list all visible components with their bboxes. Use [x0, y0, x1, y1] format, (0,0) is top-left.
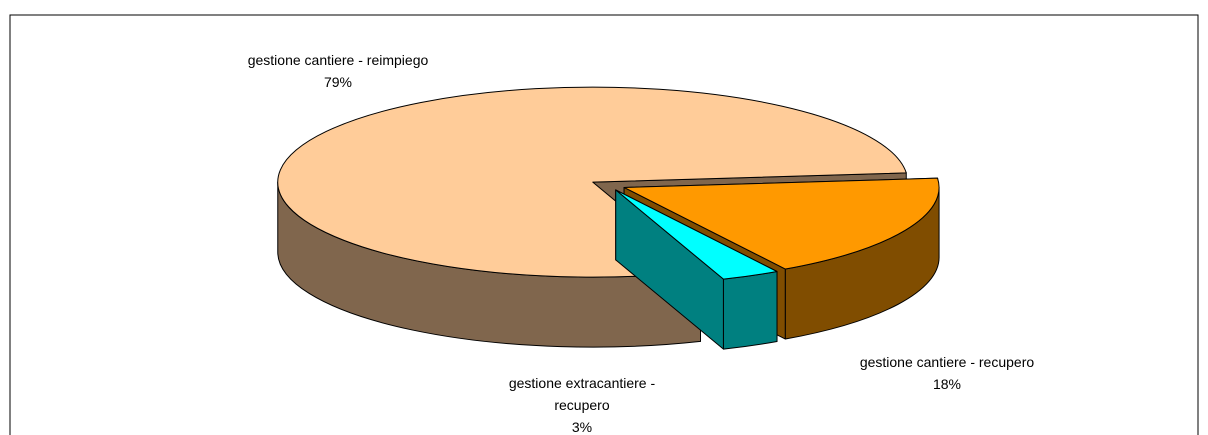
slice-top [623, 177, 940, 270]
slice-label: gestione cantiere - recupero 18% [797, 351, 1097, 395]
plot-frame [9, 14, 1199, 435]
slice-top [615, 189, 778, 280]
category-label: gestione cantiere - reimpiego [247, 52, 429, 68]
slice-label: gestione extracantiere - recupero 3% [482, 372, 682, 435]
slice-top [277, 86, 907, 278]
value-label: 3% [571, 419, 593, 435]
slice-wall [722, 271, 778, 350]
value-label: 79% [323, 74, 353, 90]
category-label: gestione extracantiere - recupero [508, 375, 656, 413]
value-label: 18% [932, 376, 962, 392]
slice-label: gestione cantiere - reimpiego 79% [188, 49, 488, 93]
category-label: gestione cantiere - recupero [859, 354, 1035, 370]
